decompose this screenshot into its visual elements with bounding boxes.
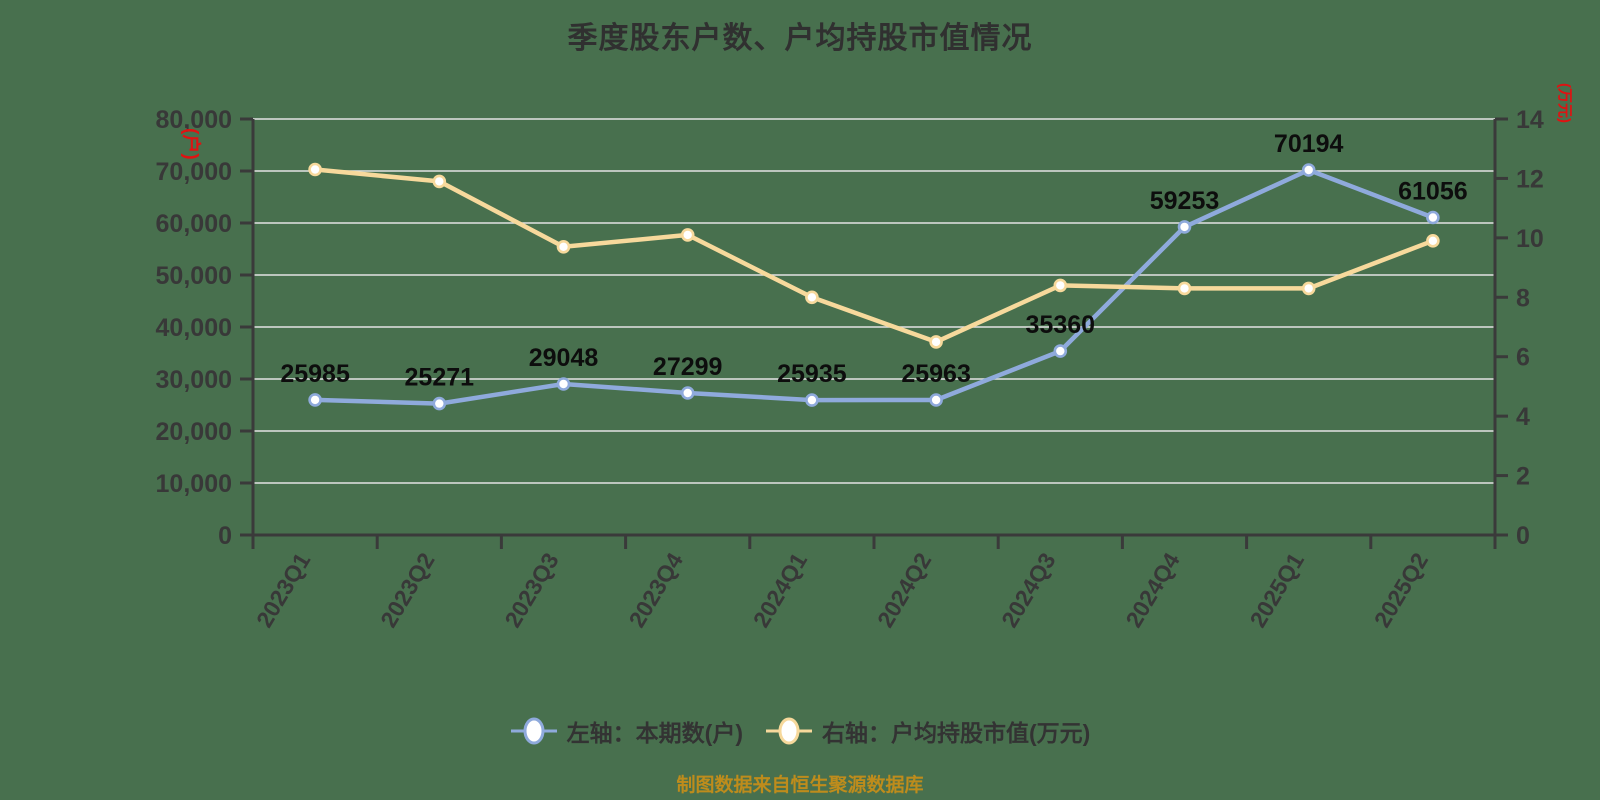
data-point-marker <box>1426 234 1440 248</box>
data-point-marker <box>1177 220 1192 234</box>
data-point-marker <box>432 174 447 189</box>
x-axis-tick-label: 2024Q1 <box>748 548 813 632</box>
data-point-marker <box>680 228 695 242</box>
y-left-tick-label: 70,000 <box>156 158 232 186</box>
data-point-marker <box>805 290 819 305</box>
x-axis-tick-label: 2024Q3 <box>996 548 1060 632</box>
x-axis-tick-label: 2024Q4 <box>1120 548 1185 632</box>
data-point-marker <box>1426 210 1440 225</box>
legend-label-shareholder-count: 左轴：本期数(户) <box>566 720 743 746</box>
y-left-tick-label: 10,000 <box>156 470 232 498</box>
y-left-tick-label: 30,000 <box>156 366 232 394</box>
series-line-right <box>312 167 1436 345</box>
data-point-marker <box>556 240 571 254</box>
data-point-label: 25985 <box>280 360 350 388</box>
x-axis-tick-label: 2025Q2 <box>1369 548 1433 632</box>
data-point-label: 25271 <box>405 364 475 392</box>
x-axis-tick-label: 2025Q1 <box>1245 548 1310 632</box>
data-point-label: 35360 <box>1026 311 1096 339</box>
data-point-marker <box>308 162 322 177</box>
data-point-label: 70194 <box>1274 130 1344 158</box>
data-point-label: 25963 <box>901 360 971 388</box>
x-axis-tick-label: 2023Q4 <box>624 548 689 632</box>
data-point-marker <box>929 393 943 407</box>
y-left-tick-label: 80,000 <box>156 106 232 134</box>
data-point-marker <box>1053 344 1068 358</box>
y-right-tick-label: 10 <box>1516 225 1544 253</box>
data-point-marker <box>929 335 943 349</box>
chart-title: 季度股东户数、户均持股市值情况 <box>567 22 1033 55</box>
data-point-marker <box>805 393 819 407</box>
y-right-tick-label: 0 <box>1516 522 1530 550</box>
data-point-label: 59253 <box>1150 187 1220 215</box>
y-right-tick-label: 4 <box>1516 403 1530 431</box>
data-point-marker <box>1053 278 1068 293</box>
y-right-tick-label: 2 <box>1516 463 1530 491</box>
data-point-label: 29048 <box>529 344 599 372</box>
data-point-label: 61056 <box>1398 178 1468 206</box>
source-note: 制图数据来自恒生聚源数据库 <box>676 775 924 796</box>
y-right-tick-label: 8 <box>1516 284 1530 312</box>
series-line-left <box>312 167 1436 406</box>
legend: 左轴：本期数(户) 右轴：户均持股市值(万元) <box>0 714 1600 748</box>
data-point-marker <box>680 386 695 400</box>
legend-label-market-value: 右轴：户均持股市值(万元) <box>822 720 1091 746</box>
data-point-marker <box>1301 281 1316 296</box>
legend-marker-right-icon <box>766 717 812 745</box>
data-point-label: 25935 <box>777 360 847 388</box>
y-left-tick-label: 50,000 <box>156 262 232 290</box>
y-right-tick-label: 6 <box>1516 344 1530 372</box>
x-axis-tick-label: 2023Q1 <box>251 548 316 632</box>
y-right-tick-label: 14 <box>1516 106 1544 134</box>
legend-item-shareholder-count[interactable]: 左轴：本期数(户) <box>510 714 743 748</box>
legend-item-market-value[interactable]: 右轴：户均持股市值(万元) <box>765 714 1090 748</box>
data-point-marker <box>1177 281 1192 296</box>
left-axis-unit-label: (户) <box>180 128 203 160</box>
y-left-tick-label: 40,000 <box>156 314 232 342</box>
data-point-marker <box>432 396 447 411</box>
right-axis-unit-label: (万元) <box>1556 83 1573 123</box>
data-point-marker <box>556 377 571 391</box>
data-point-marker <box>308 393 322 407</box>
y-left-tick-label: 0 <box>218 522 232 550</box>
y-left-tick-label: 60,000 <box>156 210 232 238</box>
y-right-tick-label: 12 <box>1516 165 1544 193</box>
x-axis-tick-label: 2024Q2 <box>872 548 936 632</box>
x-axis-tick-label: 2023Q3 <box>499 548 563 632</box>
data-point-label: 27299 <box>653 353 723 381</box>
x-axis-tick-label: 2023Q2 <box>375 548 439 632</box>
legend-marker-left-icon <box>510 717 557 745</box>
y-left-tick-label: 20,000 <box>156 418 232 446</box>
data-point-marker <box>1301 163 1316 177</box>
